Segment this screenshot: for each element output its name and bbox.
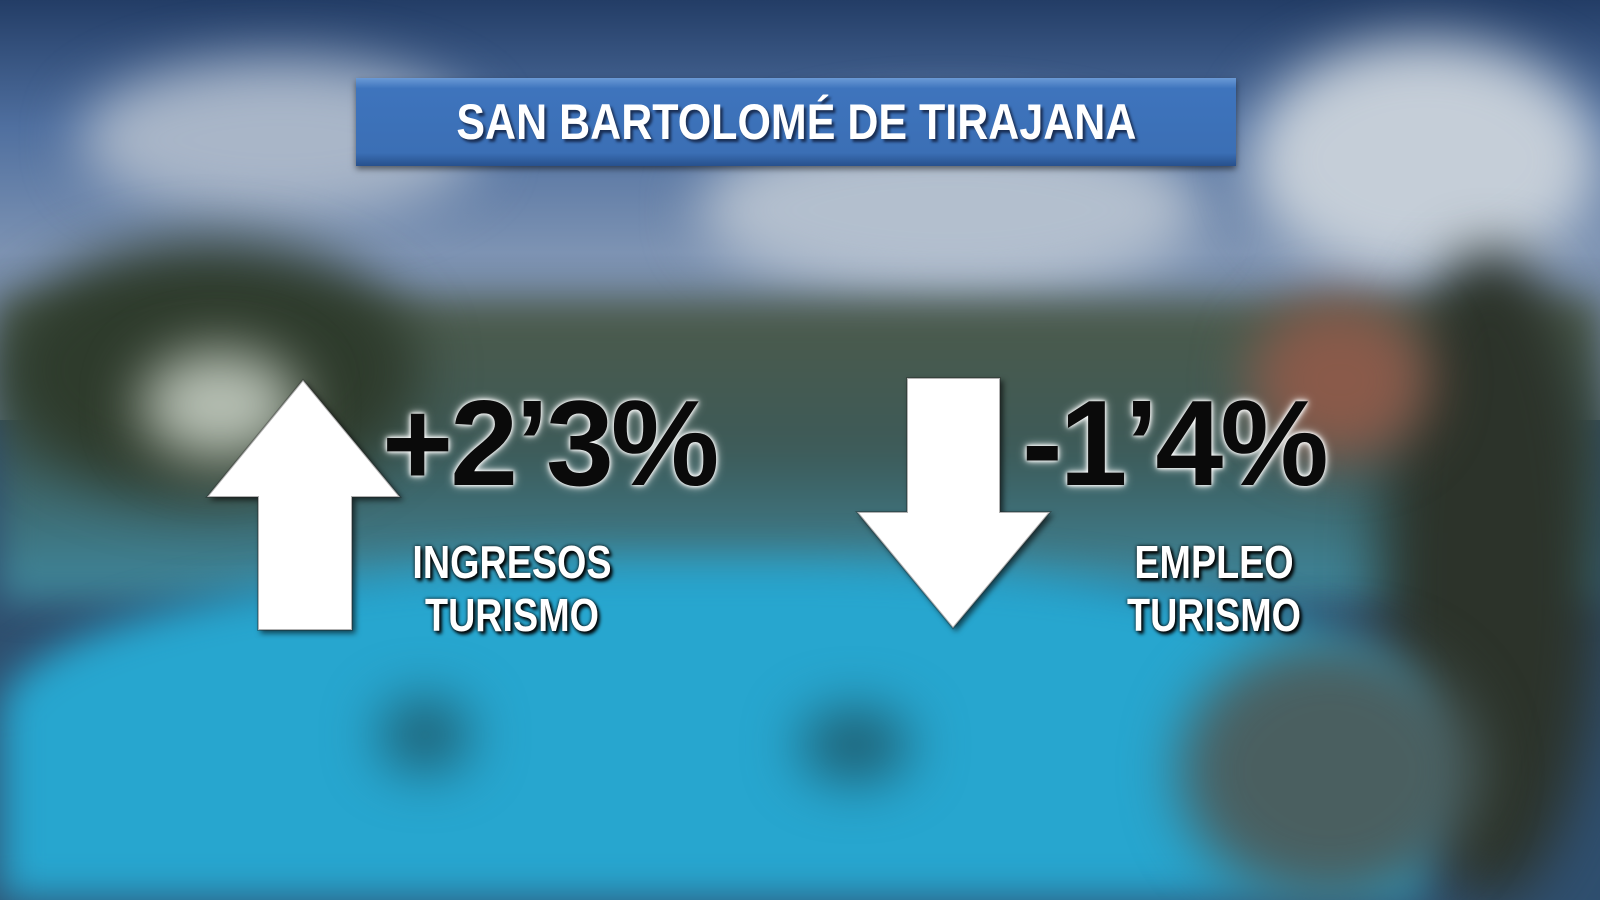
title-banner: SAN BARTOLOMÉ DE TIRAJANA — [356, 78, 1236, 166]
label-line: EMPLEO — [1134, 536, 1294, 588]
stat-value-ingresos: +2’3% — [382, 375, 719, 511]
arrow-down-icon — [854, 377, 1053, 630]
label-line: TURISMO — [1127, 589, 1301, 641]
label-line: TURISMO — [425, 589, 599, 641]
arrow-up-icon — [204, 378, 403, 631]
title: SAN BARTOLOMÉ DE TIRAJANA — [455, 94, 1137, 150]
label-line: INGRESOS — [412, 536, 612, 588]
stat-label-ingresos: INGRESOS TURISMO — [364, 536, 659, 642]
stat-value-empleo: -1’4% — [1022, 375, 1329, 511]
stat-label-empleo: EMPLEO TURISMO — [1066, 536, 1361, 642]
